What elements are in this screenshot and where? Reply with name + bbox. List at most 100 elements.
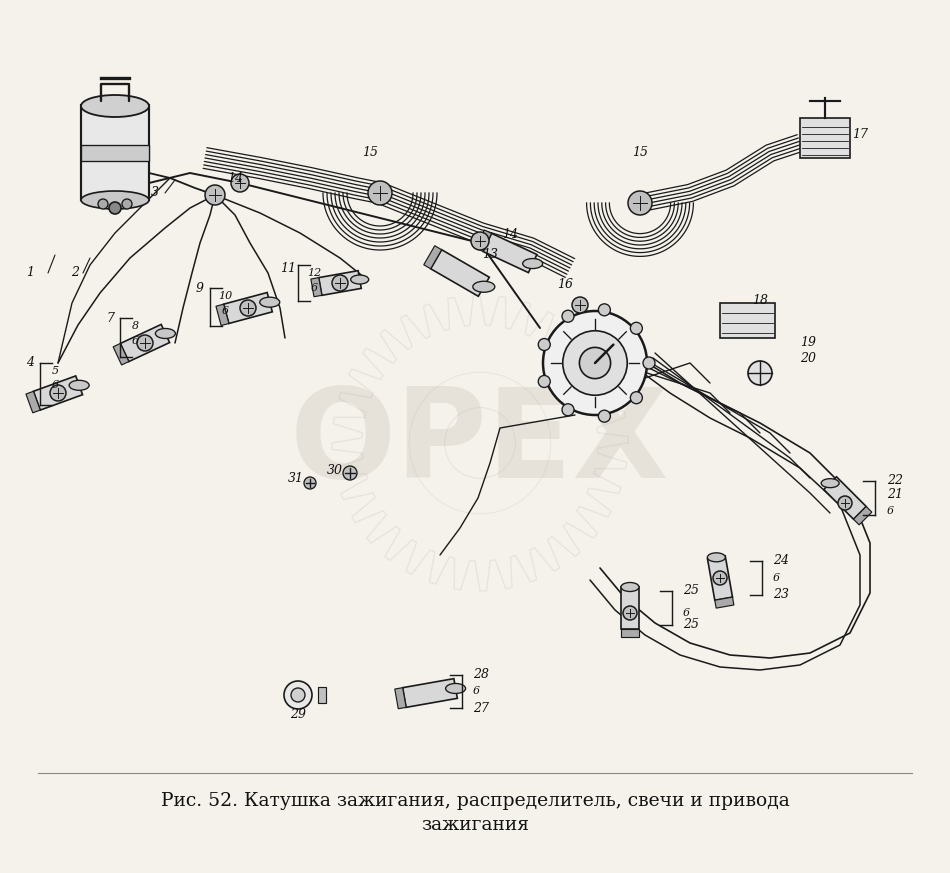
Ellipse shape xyxy=(259,297,279,307)
Circle shape xyxy=(643,357,655,369)
Text: 28: 28 xyxy=(473,669,489,682)
Text: зажигания: зажигания xyxy=(421,816,529,834)
Ellipse shape xyxy=(81,95,149,117)
Ellipse shape xyxy=(522,258,542,269)
Bar xyxy=(81,145,149,161)
Polygon shape xyxy=(424,245,442,269)
Text: Рис. 52. Катушка зажигания, распределитель, свечи и привода: Рис. 52. Катушка зажигания, распределите… xyxy=(161,792,789,810)
Polygon shape xyxy=(311,278,322,297)
Text: 4: 4 xyxy=(26,356,34,369)
Circle shape xyxy=(332,275,348,291)
Circle shape xyxy=(562,310,574,322)
Polygon shape xyxy=(33,376,83,410)
Circle shape xyxy=(748,361,772,385)
Text: 15: 15 xyxy=(362,147,378,160)
Text: 20: 20 xyxy=(800,353,816,366)
Circle shape xyxy=(598,410,611,423)
Bar xyxy=(800,118,850,158)
Text: 9: 9 xyxy=(196,281,204,294)
Circle shape xyxy=(562,404,574,416)
Circle shape xyxy=(50,385,66,401)
Ellipse shape xyxy=(708,553,726,562)
Ellipse shape xyxy=(821,478,839,488)
Polygon shape xyxy=(621,629,639,637)
Polygon shape xyxy=(403,678,457,707)
Text: 14: 14 xyxy=(502,229,518,242)
Text: 14: 14 xyxy=(227,171,243,184)
Text: 13: 13 xyxy=(482,249,498,262)
Polygon shape xyxy=(476,230,491,251)
Circle shape xyxy=(631,322,642,334)
Circle shape xyxy=(304,477,316,489)
Ellipse shape xyxy=(156,328,176,339)
Text: 31: 31 xyxy=(288,471,304,485)
Circle shape xyxy=(539,339,550,351)
Circle shape xyxy=(543,311,647,415)
Circle shape xyxy=(572,297,588,313)
Circle shape xyxy=(539,375,550,388)
Text: 30: 30 xyxy=(327,464,343,478)
Text: 6: 6 xyxy=(131,336,139,346)
Text: 6: 6 xyxy=(683,608,690,618)
Circle shape xyxy=(368,181,392,205)
Polygon shape xyxy=(319,271,361,295)
Circle shape xyxy=(284,681,312,709)
Ellipse shape xyxy=(351,275,369,284)
Text: 25: 25 xyxy=(683,585,699,597)
Bar xyxy=(81,105,149,200)
Text: 25: 25 xyxy=(683,618,699,631)
Circle shape xyxy=(205,185,225,205)
Circle shape xyxy=(231,174,249,192)
Text: 23: 23 xyxy=(773,588,789,601)
Text: 3: 3 xyxy=(151,187,159,200)
Circle shape xyxy=(598,304,611,316)
Text: 6: 6 xyxy=(311,283,317,293)
Text: 16: 16 xyxy=(557,278,573,292)
Circle shape xyxy=(631,392,642,403)
Text: 15: 15 xyxy=(632,147,648,160)
Bar xyxy=(720,303,775,338)
Polygon shape xyxy=(26,391,40,413)
Circle shape xyxy=(838,496,852,510)
Text: 2: 2 xyxy=(71,266,79,279)
Text: 6: 6 xyxy=(473,686,480,696)
Polygon shape xyxy=(216,304,229,326)
Text: 27: 27 xyxy=(473,702,489,714)
Circle shape xyxy=(580,347,611,379)
Polygon shape xyxy=(621,587,639,629)
Circle shape xyxy=(122,199,132,209)
Polygon shape xyxy=(853,506,872,525)
Polygon shape xyxy=(430,250,489,296)
Polygon shape xyxy=(824,477,866,519)
Ellipse shape xyxy=(69,381,89,390)
Text: 29: 29 xyxy=(290,709,306,721)
Circle shape xyxy=(471,232,489,250)
Polygon shape xyxy=(395,688,407,709)
Circle shape xyxy=(623,606,637,620)
Circle shape xyxy=(109,202,121,214)
Circle shape xyxy=(98,199,108,209)
Ellipse shape xyxy=(621,582,639,592)
Text: 5: 5 xyxy=(51,366,59,376)
Circle shape xyxy=(562,331,627,395)
Polygon shape xyxy=(113,343,129,365)
Ellipse shape xyxy=(446,684,466,693)
Text: 18: 18 xyxy=(752,294,768,307)
Text: 6: 6 xyxy=(773,573,780,583)
Circle shape xyxy=(628,191,652,215)
Text: 1: 1 xyxy=(26,266,34,279)
Text: 6: 6 xyxy=(887,506,894,516)
Circle shape xyxy=(343,466,357,480)
Text: 7: 7 xyxy=(106,312,114,325)
Text: 19: 19 xyxy=(800,336,816,349)
Polygon shape xyxy=(714,597,734,608)
Bar xyxy=(318,687,326,703)
Text: 24: 24 xyxy=(773,554,789,567)
Polygon shape xyxy=(708,556,732,601)
Circle shape xyxy=(137,335,153,351)
Circle shape xyxy=(291,688,305,702)
Text: 22: 22 xyxy=(887,475,903,487)
Text: ОРЕХ: ОРЕХ xyxy=(290,382,670,504)
Ellipse shape xyxy=(81,191,149,209)
Text: 21: 21 xyxy=(887,489,903,501)
